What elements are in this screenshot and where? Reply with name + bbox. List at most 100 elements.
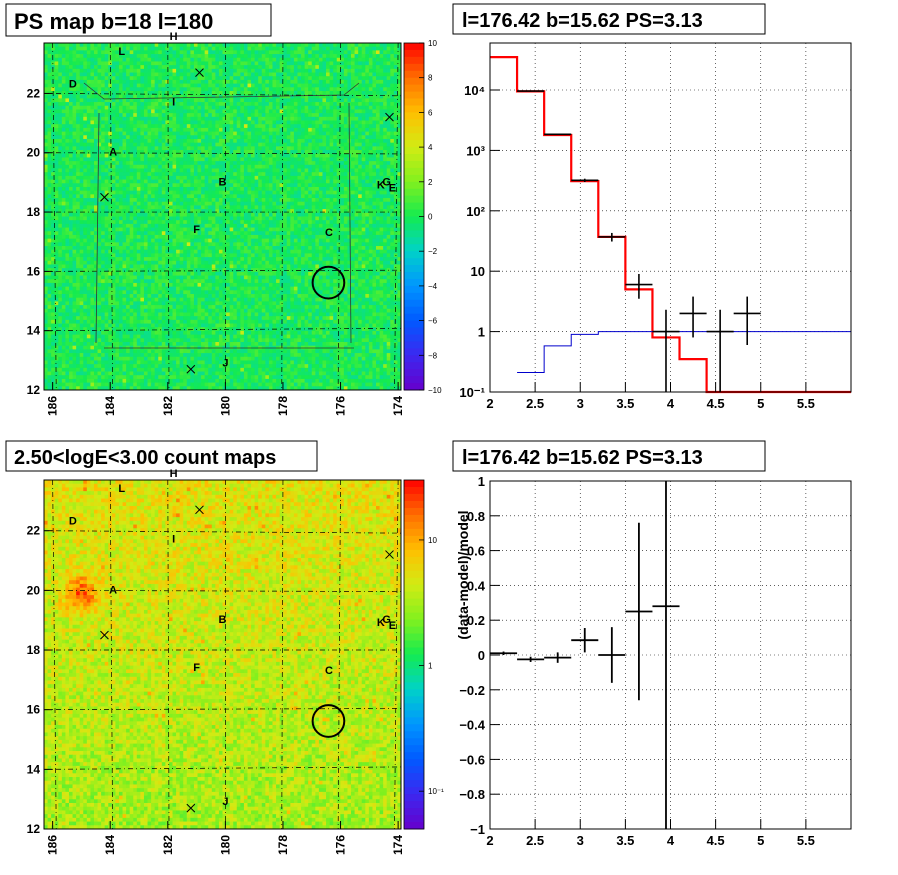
map-cell <box>115 127 120 132</box>
map-cell <box>233 135 238 140</box>
map-cell <box>104 102 109 107</box>
map-cell <box>379 120 384 125</box>
map-cell <box>211 83 216 88</box>
map-cell <box>122 157 127 162</box>
map-cell <box>65 65 70 70</box>
map-cell <box>65 50 70 55</box>
map-cell <box>183 105 188 110</box>
map-cell <box>151 65 156 70</box>
map-cell <box>365 79 370 84</box>
map-cell <box>108 153 113 158</box>
map-cell <box>365 194 370 199</box>
map-cell <box>368 198 373 203</box>
map-cell <box>58 61 63 66</box>
map-cell <box>258 168 263 173</box>
map-cell <box>72 220 77 225</box>
map-cell <box>86 198 91 203</box>
map-cell <box>93 146 98 151</box>
map-cell <box>165 116 170 121</box>
map-cell <box>368 157 373 162</box>
map-cell <box>351 153 355 158</box>
map-cell <box>136 220 141 225</box>
map-cell <box>315 124 320 129</box>
map-cell <box>265 46 270 51</box>
map-cell <box>290 72 295 77</box>
map-cell <box>140 68 145 73</box>
map-cell <box>179 57 184 62</box>
map-cell <box>243 57 248 62</box>
map-cell <box>97 161 102 166</box>
map-cell <box>322 109 327 114</box>
map-cell <box>265 157 270 162</box>
map-cell <box>368 102 373 107</box>
map-cell <box>290 46 295 51</box>
map-cell <box>326 201 330 206</box>
map-cell <box>351 105 355 110</box>
map-cell <box>293 124 298 129</box>
map-cell <box>229 146 234 151</box>
map-cell <box>318 157 323 162</box>
map-cell <box>126 186 131 192</box>
map-cell <box>276 124 281 129</box>
map-cell <box>86 183 91 188</box>
map-cell <box>97 50 102 55</box>
map-cell <box>97 65 102 70</box>
map-cell <box>193 201 198 206</box>
map-cell <box>72 146 77 151</box>
map-cell <box>93 175 98 180</box>
map-cell <box>397 105 402 110</box>
map-cell <box>318 72 323 77</box>
map-cell <box>68 72 73 77</box>
map-cell <box>126 161 131 166</box>
map-cell <box>397 142 402 147</box>
map-cell <box>336 175 341 180</box>
map-cell <box>140 54 145 59</box>
map-cell <box>172 57 177 62</box>
map-cell <box>197 76 202 81</box>
map-cell <box>133 142 138 147</box>
map-cell <box>329 216 334 221</box>
map-cell <box>368 87 373 92</box>
map-cell <box>72 135 77 140</box>
map-cell <box>322 105 327 110</box>
map-cell <box>168 223 173 228</box>
map-cell <box>393 220 398 225</box>
map-cell <box>247 172 252 177</box>
map-cell <box>236 153 241 158</box>
map-cell <box>118 223 123 228</box>
map-cell <box>254 65 259 70</box>
map-cell <box>111 109 116 114</box>
map-cell <box>76 216 81 221</box>
map-cell <box>279 198 284 203</box>
map-cell <box>326 153 330 158</box>
map-cell <box>68 179 73 184</box>
map-cell <box>201 50 206 55</box>
map-cell <box>304 87 309 92</box>
map-cell <box>272 76 277 81</box>
map-cell <box>354 168 359 173</box>
map-cell <box>351 61 355 66</box>
map-cell <box>272 190 277 195</box>
map-cell <box>72 175 77 180</box>
map-cell <box>258 216 263 221</box>
map-cell <box>254 54 259 59</box>
map-cell <box>376 212 380 217</box>
map-cell <box>79 164 84 169</box>
map-cell <box>83 87 88 92</box>
map-cell <box>393 131 398 136</box>
map-cell <box>233 76 238 81</box>
map-cell <box>104 194 109 199</box>
map-cell <box>118 65 123 70</box>
map-cell <box>158 72 163 77</box>
map-cell <box>61 142 66 147</box>
map-cell <box>347 46 352 51</box>
map-cell <box>247 135 252 140</box>
map-cell <box>172 46 177 51</box>
map-cell <box>236 98 241 103</box>
map-cell <box>133 105 138 110</box>
map-cell <box>343 54 348 59</box>
map-cell <box>151 135 156 140</box>
map-cell <box>311 172 316 177</box>
map-cell <box>143 79 148 84</box>
map-cell <box>254 183 259 188</box>
